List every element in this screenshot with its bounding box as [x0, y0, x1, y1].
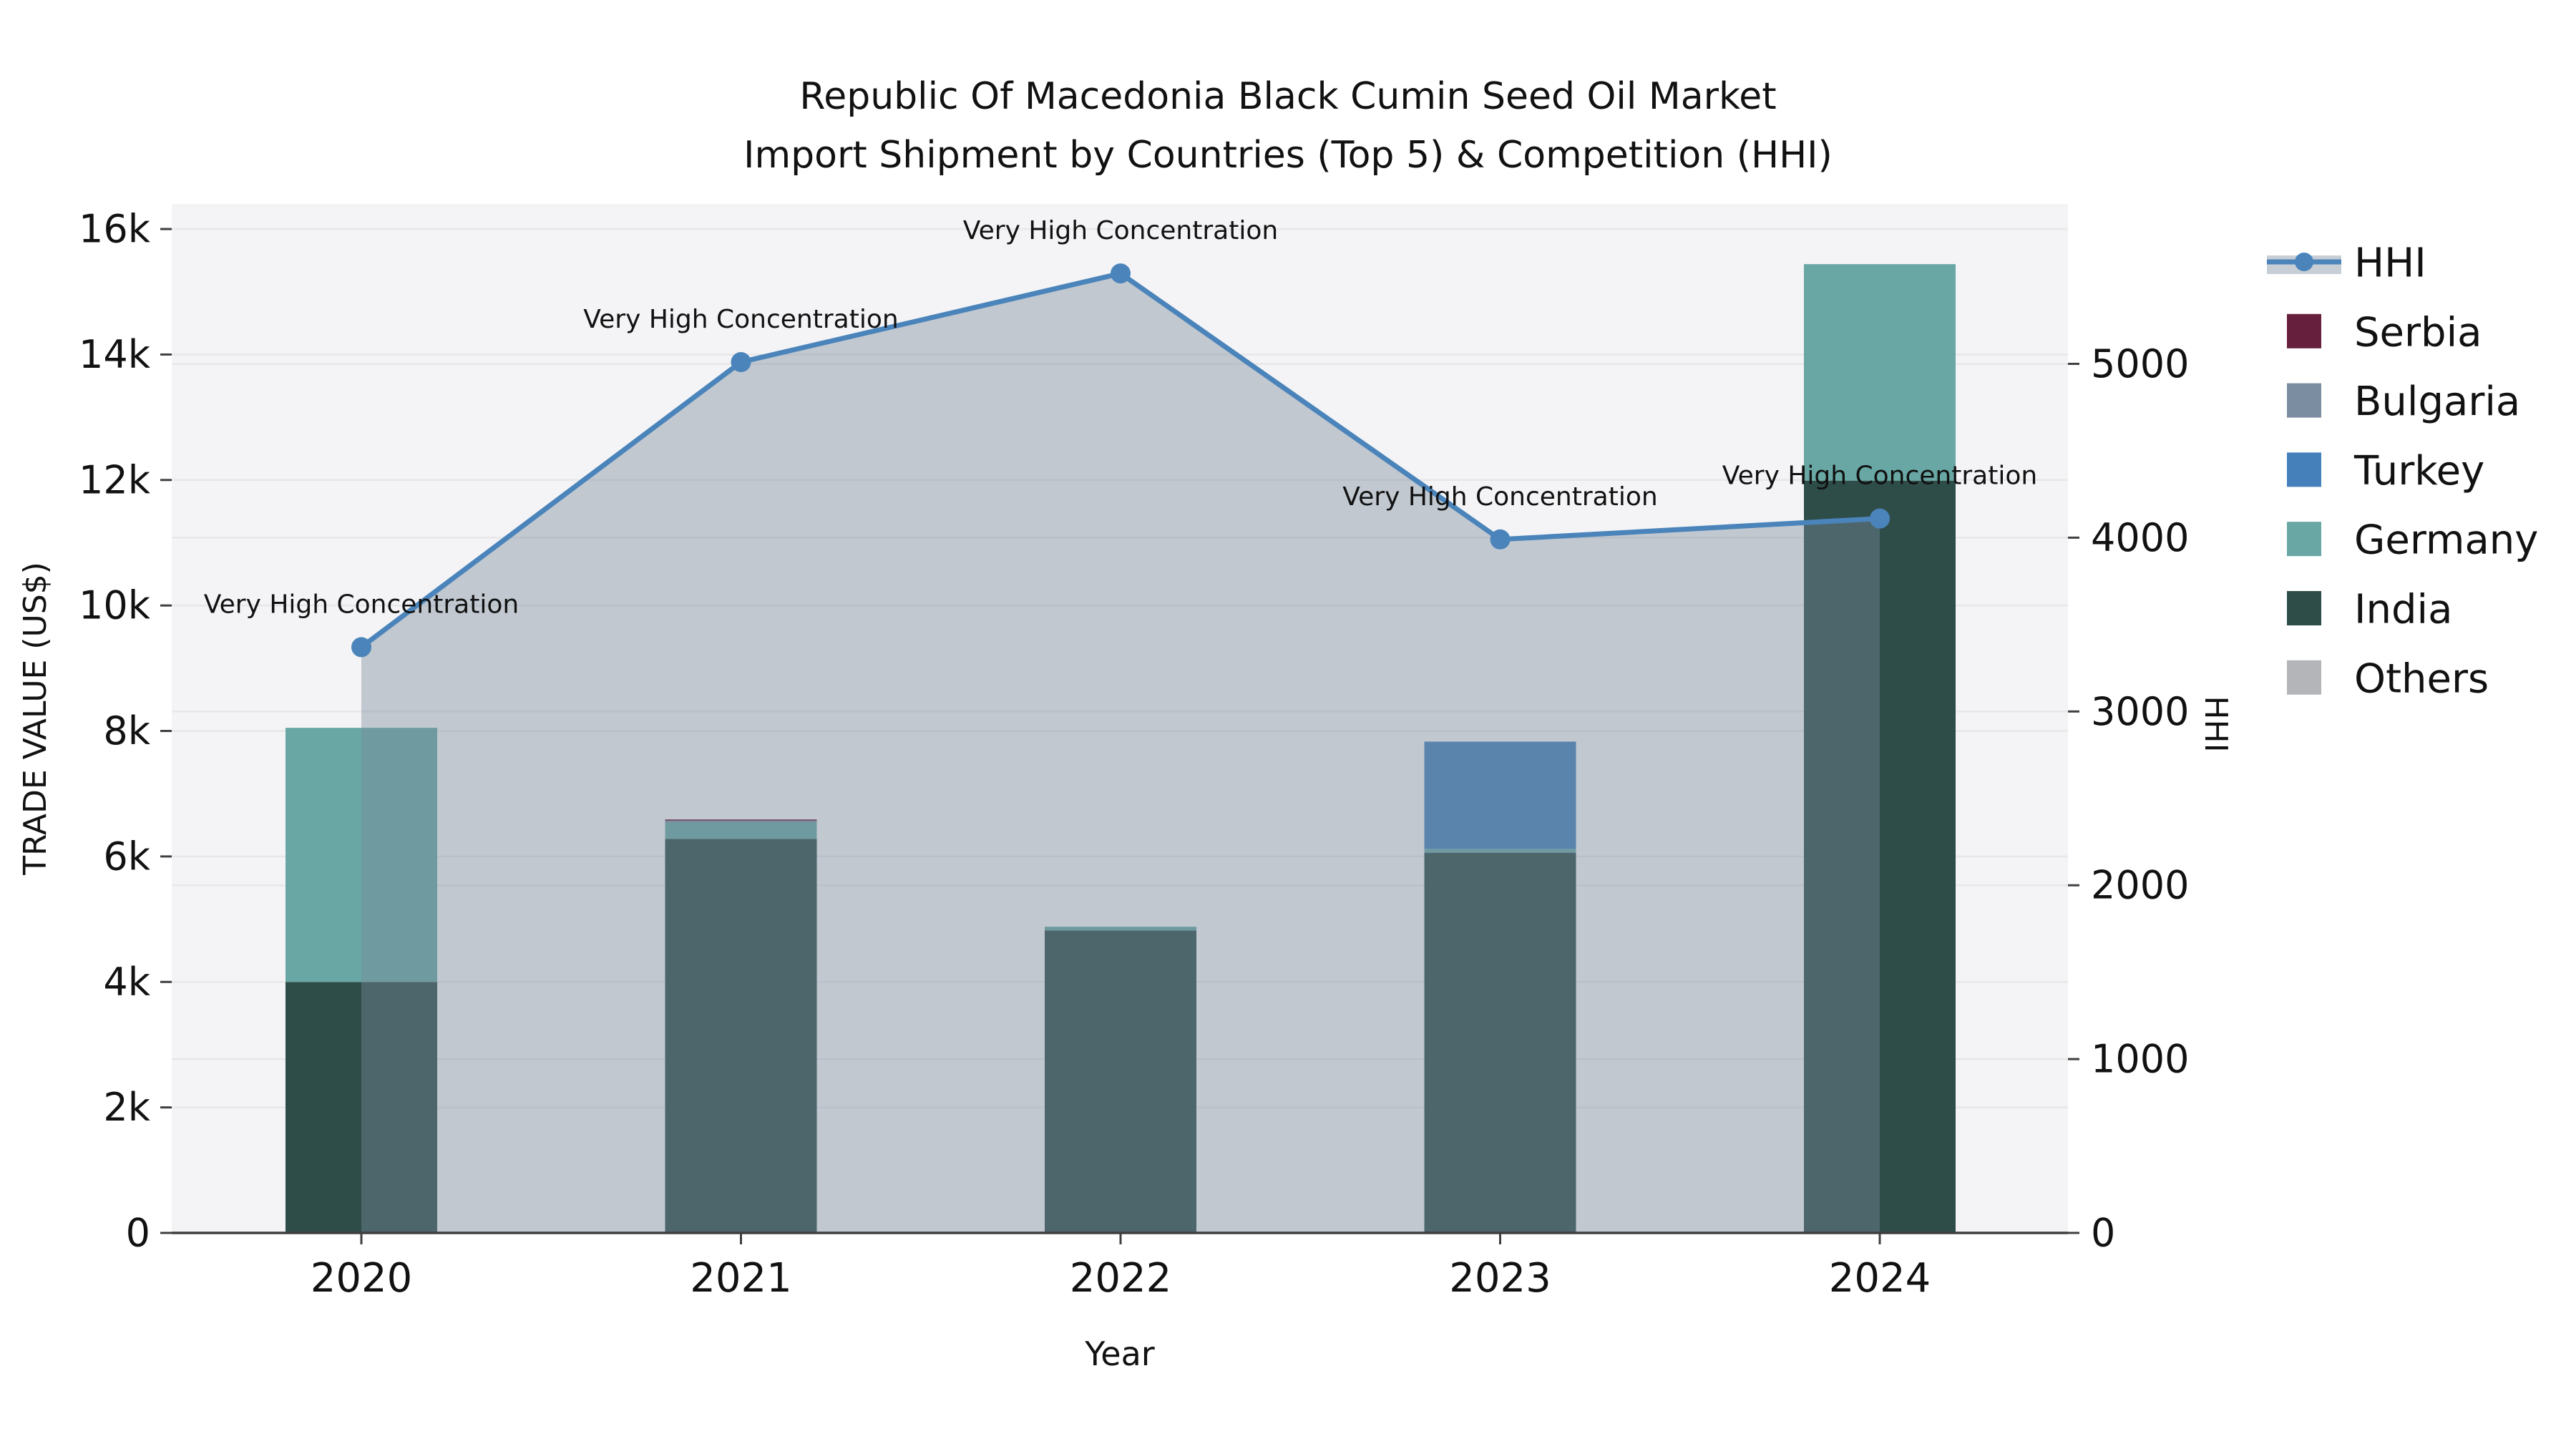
y-right-tick-label-3000: 3000	[2091, 689, 2189, 734]
y-left-tick-label-10k: 10k	[79, 583, 151, 628]
x-tick-label-2020: 2020	[311, 1255, 413, 1302]
bar-segment-india-2024	[1804, 480, 1956, 1234]
y-left-tick-label-16k: 16k	[79, 207, 151, 252]
y-right-tick-label-5000: 5000	[2091, 341, 2189, 386]
legend-label-india: India	[2354, 587, 2452, 633]
y-left-tick-label-0: 0	[126, 1211, 150, 1256]
bar-segment-india-2020	[286, 982, 437, 1233]
bar-segment-germany-2021	[665, 822, 817, 839]
legend-item-bulgaria: Bulgaria	[2287, 379, 2520, 425]
bar-segment-germany-2022	[1045, 927, 1196, 931]
x-axis-title: Year	[1084, 1335, 1154, 1373]
x-tick-label-2023: 2023	[1449, 1255, 1551, 1302]
hhi-marker-2021	[731, 352, 751, 373]
bar-segment-india-2022	[1045, 930, 1196, 1233]
legend-swatch-turkey	[2287, 452, 2321, 487]
y-left-tick-label-14k: 14k	[79, 332, 151, 377]
bar-segment-germany-2020	[286, 728, 437, 982]
legend-label-germany: Germany	[2354, 517, 2538, 564]
x-tick-label-2022: 2022	[1070, 1255, 1172, 1302]
bar-segment-germany-2024	[1804, 264, 1956, 481]
x-tick-label-2024: 2024	[1829, 1255, 1931, 1302]
legend-label-hhi: HHI	[2354, 240, 2426, 287]
hhi-area	[361, 273, 1880, 1234]
hhi-marker-2022	[1111, 263, 1131, 284]
chart-title-line2: Import Shipment by Countries (Top 5) & C…	[743, 134, 1833, 177]
legend-label-turkey: Turkey	[2353, 448, 2484, 494]
legend-item-serbia: Serbia	[2287, 309, 2482, 356]
y-right-tick-label-4000: 4000	[2091, 515, 2189, 560]
legend-swatch-serbia	[2287, 313, 2321, 348]
bar-segment-india-2021	[665, 839, 817, 1233]
annotation-2021: Very High Concentration	[583, 305, 898, 334]
legend-swatch-bulgaria	[2287, 383, 2321, 418]
hhi-marker-2024	[1870, 508, 1890, 529]
legend-item-india: India	[2287, 587, 2452, 633]
y-right-tick-label-0: 0	[2091, 1211, 2115, 1256]
legend-label-serbia: Serbia	[2354, 309, 2482, 356]
legend-swatch-germany	[2287, 522, 2321, 557]
legend-item-germany: Germany	[2287, 517, 2538, 564]
legend-marker-hhi	[2295, 253, 2313, 271]
chart-title-line1: Republic Of Macedonia Black Cumin Seed O…	[799, 75, 1776, 118]
y-left-tick-label-4k: 4k	[103, 960, 150, 1005]
legend-item-others: Others	[2287, 655, 2489, 702]
legend-item-turkey: Turkey	[2287, 448, 2484, 494]
bar-segment-india-2023	[1424, 852, 1576, 1233]
annotation-2023: Very High Concentration	[1342, 482, 1657, 512]
y-right-axis-title: HHI	[2197, 696, 2234, 752]
bar-segment-turkey-2023	[1424, 741, 1576, 849]
legend-label-bulgaria: Bulgaria	[2354, 379, 2520, 425]
legend-swatch-others	[2287, 660, 2321, 695]
y-left-tick-label-6k: 6k	[103, 834, 150, 879]
y-left-axis-title: TRADE VALUE (US$)	[17, 562, 54, 876]
bar-segment-serbia-2021	[665, 819, 817, 821]
annotation-2022: Very High Concentration	[963, 216, 1278, 245]
legend-label-others: Others	[2354, 655, 2489, 702]
y-left-tick-label-8k: 8k	[103, 708, 150, 753]
y-left-tick-label-12k: 12k	[79, 457, 151, 502]
hhi-marker-2020	[351, 637, 371, 658]
y-right-tick-label-1000: 1000	[2091, 1037, 2189, 1082]
y-left-tick-label-2k: 2k	[103, 1085, 150, 1130]
bar-segment-germany-2023	[1424, 849, 1576, 853]
bar-segment-bulgaria-2021	[665, 820, 817, 823]
x-tick-label-2021: 2021	[690, 1255, 792, 1302]
legend-item-hhi: HHI	[2267, 240, 2426, 287]
hhi-marker-2023	[1490, 529, 1511, 550]
legend-swatch-india	[2287, 591, 2321, 625]
annotation-2024: Very High Concentration	[1722, 462, 2037, 491]
y-right-tick-label-2000: 2000	[2091, 863, 2189, 908]
annotation-2020: Very High Concentration	[204, 590, 519, 619]
